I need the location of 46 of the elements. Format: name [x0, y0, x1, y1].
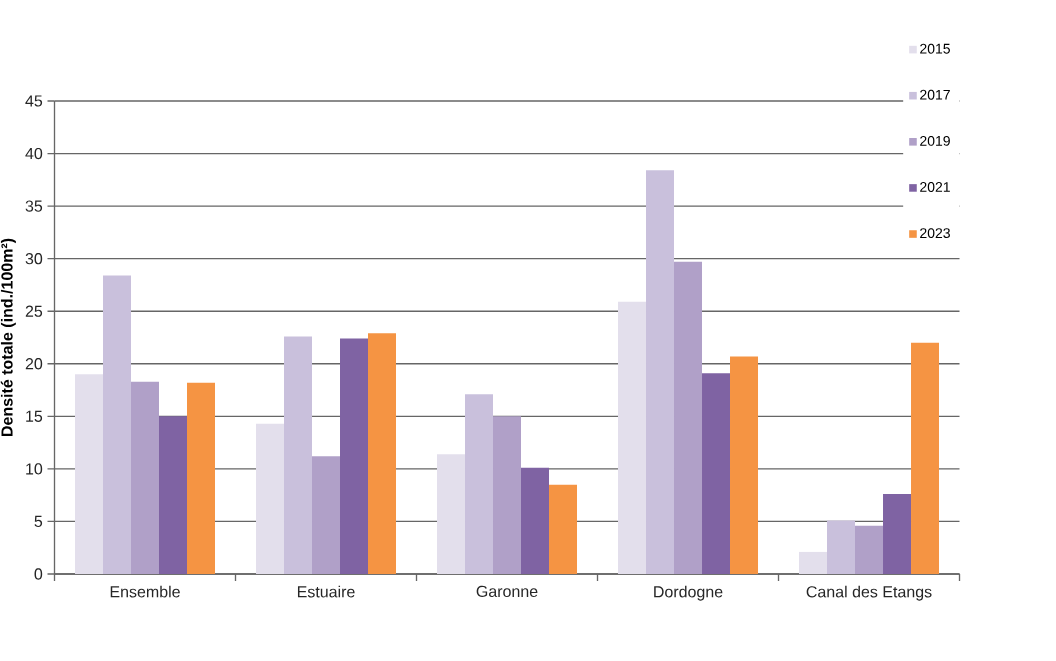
y-tick-label: 40: [25, 147, 43, 160]
y-tick-label: 45: [25, 95, 43, 107]
bar: [103, 275, 131, 574]
y-tick-label: 0: [34, 568, 43, 580]
y-tick-label: 35: [25, 200, 43, 212]
bar: [883, 494, 912, 574]
bar: [493, 416, 521, 574]
x-tick-label: Garonne: [476, 585, 538, 598]
x-tick-label: Dordogne: [654, 585, 723, 601]
bar: [799, 551, 828, 574]
bar: [312, 456, 341, 574]
y-tick-label: 20: [25, 358, 43, 370]
y-tick-label: 30: [25, 253, 43, 265]
bar: [159, 416, 187, 574]
bar: [730, 356, 759, 574]
bar: [855, 525, 884, 574]
y-axis-title: Densité totale (ind./100m²): [0, 238, 16, 437]
bar: [702, 373, 731, 574]
bar: [618, 301, 647, 574]
bar: [437, 454, 466, 574]
x-tick-label: Canal des Etangs: [806, 585, 932, 601]
bar: [75, 374, 103, 574]
bar: [549, 484, 578, 574]
bar: [646, 170, 675, 574]
legend-label: 2015: [920, 43, 950, 54]
legend-label: 2019: [920, 135, 950, 146]
legend-label: 2021: [920, 182, 950, 192]
bar: [187, 382, 215, 574]
x-tick-label: Ensemble: [110, 585, 180, 598]
bar: [284, 336, 313, 574]
legend-label: 2017: [920, 89, 950, 100]
y-tick-label: 10: [26, 463, 43, 475]
y-tick-label: 5: [34, 515, 43, 528]
bar: [131, 381, 159, 574]
bar: [827, 520, 856, 574]
bar: [465, 394, 494, 574]
y-tick-label: 25: [25, 305, 43, 317]
y-tick-label: 15: [26, 410, 43, 422]
bar: [368, 333, 397, 574]
bar: [911, 342, 940, 574]
bar: [256, 423, 285, 574]
bar: [674, 261, 703, 574]
bar: [521, 467, 549, 574]
bar: [340, 338, 369, 574]
legend-label: 2023: [920, 228, 950, 239]
x-tick-label: Estuaire: [297, 585, 355, 598]
